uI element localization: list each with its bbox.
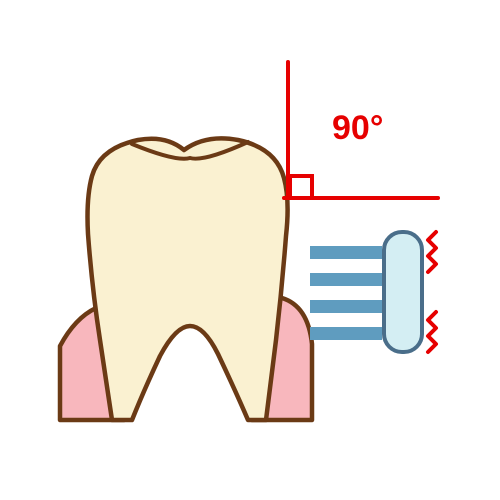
bristle-row bbox=[310, 327, 382, 340]
angle-box bbox=[290, 176, 312, 198]
brush-head bbox=[384, 232, 422, 352]
bristle-row bbox=[310, 246, 382, 259]
brushing-diagram: 90° bbox=[0, 0, 500, 500]
angle-label: 90° bbox=[332, 109, 383, 147]
tooth bbox=[88, 138, 288, 420]
bristle-row bbox=[310, 273, 382, 286]
bristle-row bbox=[310, 300, 382, 313]
vibration-bottom bbox=[428, 312, 436, 352]
vibration-top bbox=[428, 232, 436, 272]
